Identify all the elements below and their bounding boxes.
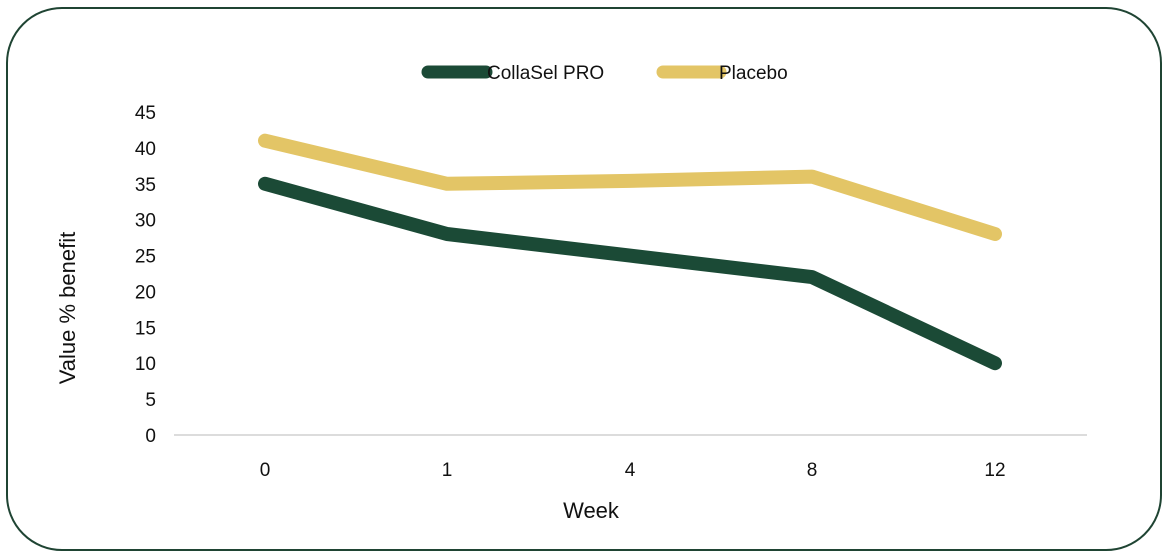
y-tick-label: 15 — [135, 318, 156, 339]
y-axis-title: Value % benefit — [55, 232, 80, 384]
x-tick-label: 1 — [442, 460, 453, 481]
series-layer — [258, 133, 1002, 371]
y-tick-label: 35 — [135, 175, 156, 196]
x-tick-label: 8 — [807, 460, 818, 481]
y-tick-label: 45 — [135, 103, 156, 124]
x-tick-label: 12 — [984, 460, 1005, 481]
x-axis: 0 1 4 8 12 — [260, 460, 1006, 481]
y-tick-label: 40 — [135, 139, 156, 160]
y-tick-label: 20 — [135, 282, 156, 303]
chart-legend: CollaSel PRO Placebo — [421, 63, 788, 84]
y-axis: 0 5 10 15 20 25 30 35 40 45 — [135, 103, 156, 447]
legend-label: CollaSel PRO — [487, 63, 604, 84]
legend-label: Placebo — [719, 63, 788, 84]
x-tick-label: 0 — [260, 460, 271, 481]
y-tick-label: 30 — [135, 211, 156, 232]
y-tick-label: 25 — [135, 247, 156, 268]
y-tick-label: 5 — [145, 390, 156, 411]
y-tick-label: 0 — [145, 426, 156, 447]
y-tick-label: 10 — [135, 354, 156, 375]
x-axis-title: Week — [563, 498, 620, 523]
chart-frame — [6, 7, 1162, 551]
x-tick-label: 4 — [625, 460, 636, 481]
series-line-placebo — [258, 133, 1002, 241]
series-line-collasel-pro — [258, 176, 1002, 371]
